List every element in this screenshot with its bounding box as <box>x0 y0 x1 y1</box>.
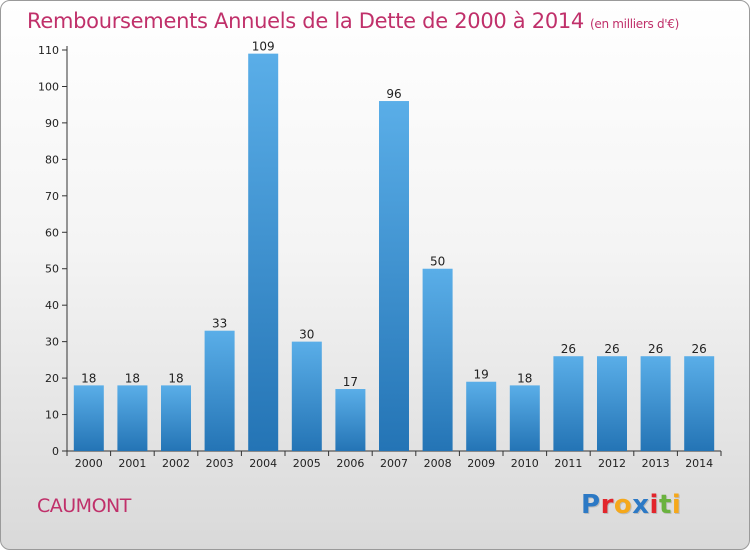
x-tick-label: 2002 <box>162 457 190 470</box>
bar-value-label: 109 <box>252 40 275 54</box>
bar-value-label: 18 <box>125 371 140 385</box>
bar <box>335 389 366 451</box>
bar <box>597 356 627 451</box>
y-tick-label: 60 <box>45 226 59 239</box>
y-tick: 60 <box>45 226 67 239</box>
bar <box>684 356 715 451</box>
y-tick: 70 <box>45 190 67 203</box>
y-tick-label: 80 <box>45 153 59 166</box>
x-tick-label: 2003 <box>206 457 234 470</box>
logo-letter: t <box>658 490 672 520</box>
x-tick-label: 2013 <box>642 457 670 470</box>
logo-letter: o <box>613 490 633 520</box>
y-tick: 30 <box>45 336 67 349</box>
bar-value-label: 19 <box>474 368 489 382</box>
logo-letter: P <box>581 490 601 520</box>
y-tick: 10 <box>45 409 67 422</box>
y-tick: 20 <box>45 372 67 385</box>
bar <box>291 341 322 451</box>
bar-value-label: 96 <box>386 87 401 101</box>
y-tick-label: 110 <box>38 44 59 57</box>
y-tick: 80 <box>45 153 67 166</box>
bar <box>161 385 191 451</box>
x-tick-label: 2012 <box>598 457 626 470</box>
bar <box>466 381 497 451</box>
x-tick-label: 2009 <box>467 457 495 470</box>
chart-unit: (en milliers d'€) <box>590 17 680 31</box>
chart-title-text: Remboursements Annuels de la Dette de 20… <box>27 9 584 33</box>
bar-value-label: 26 <box>648 342 663 356</box>
logo-letter: r <box>600 490 614 520</box>
x-tick-label: 2010 <box>511 457 539 470</box>
y-tick-label: 50 <box>45 263 59 276</box>
logo-letter: i <box>671 490 682 520</box>
bar-value-label: 18 <box>168 371 183 385</box>
bar <box>248 53 279 452</box>
x-tick-label: 2014 <box>685 457 713 470</box>
commune-name: CAUMONT <box>37 495 131 517</box>
bar <box>204 330 235 451</box>
y-tick-label: 90 <box>45 117 59 130</box>
bar-value-label: 26 <box>604 342 619 356</box>
bar-value-label: 17 <box>343 375 358 389</box>
y-tick-label: 70 <box>45 190 59 203</box>
y-tick-label: 100 <box>38 80 59 93</box>
bar-value-label: 26 <box>692 342 707 356</box>
x-tick-label: 2007 <box>380 457 408 470</box>
bar-value-label: 18 <box>81 371 96 385</box>
x-tick-label: 2008 <box>424 457 452 470</box>
x-tick-label: 2006 <box>336 457 364 470</box>
bar-value-label: 30 <box>299 328 314 342</box>
y-tick-label: 0 <box>52 445 59 458</box>
bar-value-label: 33 <box>212 317 227 331</box>
y-tick: 90 <box>45 117 67 130</box>
y-tick: 0 <box>52 445 67 458</box>
bar-value-label: 26 <box>561 342 576 356</box>
x-tick-label: 2000 <box>75 457 103 470</box>
y-tick: 110 <box>38 44 67 57</box>
bar <box>73 385 104 451</box>
bar <box>640 356 671 451</box>
bar <box>422 268 453 451</box>
y-tick: 50 <box>45 263 67 276</box>
bar <box>509 385 540 451</box>
y-tick-label: 10 <box>45 409 59 422</box>
bar <box>553 356 584 451</box>
y-tick-label: 40 <box>45 299 59 312</box>
logo-letter: i <box>649 490 659 520</box>
proxiti-logo[interactable]: Proxiti <box>581 490 681 520</box>
bar <box>379 101 409 451</box>
y-tick-label: 20 <box>45 372 59 385</box>
y-tick: 40 <box>45 299 67 312</box>
chart-title: Remboursements Annuels de la Dette de 20… <box>27 9 679 33</box>
bar-value-label: 18 <box>517 371 532 385</box>
bar-value-label: 50 <box>430 255 445 269</box>
logo-letter: x <box>632 490 650 520</box>
bar <box>117 385 148 451</box>
x-tick-label: 2005 <box>293 457 321 470</box>
y-tick-label: 30 <box>45 336 59 349</box>
y-tick: 100 <box>38 80 67 93</box>
x-tick-label: 2004 <box>249 457 277 470</box>
x-tick-label: 2001 <box>118 457 146 470</box>
x-tick-label: 2011 <box>554 457 582 470</box>
